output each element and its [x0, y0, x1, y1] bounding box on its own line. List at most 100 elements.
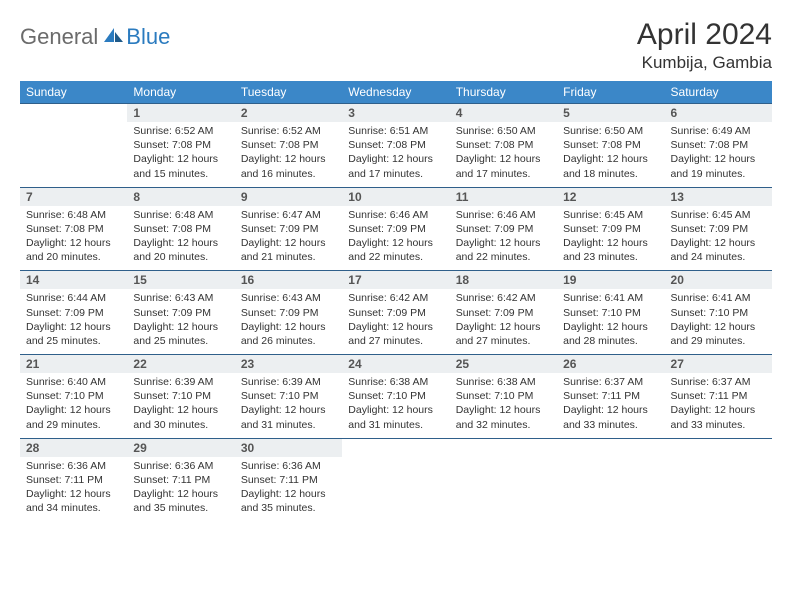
day-number: 26 [557, 355, 664, 374]
day-number: 7 [20, 187, 127, 206]
sunrise-line: Sunrise: 6:37 AM [563, 375, 658, 389]
daylight-line: Daylight: 12 hours and 30 minutes. [133, 403, 228, 431]
sunset-line: Sunset: 7:09 PM [133, 306, 228, 320]
daylight-line: Daylight: 12 hours and 24 minutes. [671, 236, 766, 264]
daylight-line: Daylight: 12 hours and 33 minutes. [563, 403, 658, 431]
sunset-line: Sunset: 7:09 PM [348, 306, 443, 320]
title-block: April 2024 Kumbija, Gambia [637, 18, 772, 73]
sunset-line: Sunset: 7:09 PM [348, 222, 443, 236]
day-detail-row: Sunrise: 6:40 AMSunset: 7:10 PMDaylight:… [20, 373, 772, 438]
day-number: 5 [557, 104, 664, 123]
day-details: Sunrise: 6:40 AMSunset: 7:10 PMDaylight:… [20, 373, 127, 438]
day-number: 15 [127, 271, 234, 290]
daylight-line: Daylight: 12 hours and 15 minutes. [133, 152, 228, 180]
sunrise-line: Sunrise: 6:49 AM [671, 124, 766, 138]
sunset-line: Sunset: 7:08 PM [133, 138, 228, 152]
day-header: Tuesday [235, 81, 342, 104]
sunset-line: Sunset: 7:11 PM [133, 473, 228, 487]
day-details: Sunrise: 6:50 AMSunset: 7:08 PMDaylight:… [450, 122, 557, 187]
day-number: 20 [665, 271, 772, 290]
calendar-table: SundayMondayTuesdayWednesdayThursdayFrid… [20, 81, 772, 521]
day-details: Sunrise: 6:44 AMSunset: 7:09 PMDaylight:… [20, 289, 127, 354]
daylight-line: Daylight: 12 hours and 18 minutes. [563, 152, 658, 180]
day-details: Sunrise: 6:45 AMSunset: 7:09 PMDaylight:… [557, 206, 664, 271]
daylight-line: Daylight: 12 hours and 20 minutes. [133, 236, 228, 264]
sunset-line: Sunset: 7:09 PM [26, 306, 121, 320]
day-number: 12 [557, 187, 664, 206]
daylight-line: Daylight: 12 hours and 19 minutes. [671, 152, 766, 180]
sunset-line: Sunset: 7:08 PM [563, 138, 658, 152]
logo-text-blue: Blue [126, 24, 170, 50]
sunset-line: Sunset: 7:11 PM [26, 473, 121, 487]
sunset-line: Sunset: 7:10 PM [26, 389, 121, 403]
day-details: Sunrise: 6:36 AMSunset: 7:11 PMDaylight:… [127, 457, 234, 522]
day-details: Sunrise: 6:45 AMSunset: 7:09 PMDaylight:… [665, 206, 772, 271]
daylight-line: Daylight: 12 hours and 20 minutes. [26, 236, 121, 264]
day-number: 9 [235, 187, 342, 206]
sunrise-line: Sunrise: 6:39 AM [241, 375, 336, 389]
day-details: Sunrise: 6:46 AMSunset: 7:09 PMDaylight:… [342, 206, 449, 271]
day-number: 29 [127, 438, 234, 457]
day-detail-row: Sunrise: 6:48 AMSunset: 7:08 PMDaylight:… [20, 206, 772, 271]
daylight-line: Daylight: 12 hours and 31 minutes. [348, 403, 443, 431]
empty-cell [665, 438, 772, 457]
daylight-line: Daylight: 12 hours and 22 minutes. [348, 236, 443, 264]
daylight-line: Daylight: 12 hours and 35 minutes. [241, 487, 336, 515]
day-detail-row: Sunrise: 6:36 AMSunset: 7:11 PMDaylight:… [20, 457, 772, 522]
daylight-line: Daylight: 12 hours and 16 minutes. [241, 152, 336, 180]
month-year-title: April 2024 [637, 18, 772, 51]
day-number: 22 [127, 355, 234, 374]
day-details: Sunrise: 6:43 AMSunset: 7:09 PMDaylight:… [127, 289, 234, 354]
sunrise-line: Sunrise: 6:51 AM [348, 124, 443, 138]
day-number: 21 [20, 355, 127, 374]
day-header: Thursday [450, 81, 557, 104]
sunrise-line: Sunrise: 6:44 AM [26, 291, 121, 305]
day-details: Sunrise: 6:46 AMSunset: 7:09 PMDaylight:… [450, 206, 557, 271]
daylight-line: Daylight: 12 hours and 34 minutes. [26, 487, 121, 515]
daylight-line: Daylight: 12 hours and 33 minutes. [671, 403, 766, 431]
day-details: Sunrise: 6:36 AMSunset: 7:11 PMDaylight:… [20, 457, 127, 522]
daylight-line: Daylight: 12 hours and 31 minutes. [241, 403, 336, 431]
day-number: 23 [235, 355, 342, 374]
day-number: 1 [127, 104, 234, 123]
sunrise-line: Sunrise: 6:39 AM [133, 375, 228, 389]
sunrise-line: Sunrise: 6:50 AM [456, 124, 551, 138]
sail-icon [102, 26, 124, 49]
sunrise-line: Sunrise: 6:41 AM [671, 291, 766, 305]
sunset-line: Sunset: 7:09 PM [456, 306, 551, 320]
day-number: 6 [665, 104, 772, 123]
day-header: Wednesday [342, 81, 449, 104]
sunrise-line: Sunrise: 6:42 AM [456, 291, 551, 305]
day-details: Sunrise: 6:50 AMSunset: 7:08 PMDaylight:… [557, 122, 664, 187]
sunrise-line: Sunrise: 6:36 AM [133, 459, 228, 473]
daylight-line: Daylight: 12 hours and 22 minutes. [456, 236, 551, 264]
sunset-line: Sunset: 7:09 PM [241, 222, 336, 236]
daylight-line: Daylight: 12 hours and 23 minutes. [563, 236, 658, 264]
daylight-line: Daylight: 12 hours and 28 minutes. [563, 320, 658, 348]
day-number-row: 282930 [20, 438, 772, 457]
sunset-line: Sunset: 7:10 PM [133, 389, 228, 403]
day-details: Sunrise: 6:43 AMSunset: 7:09 PMDaylight:… [235, 289, 342, 354]
sunset-line: Sunset: 7:11 PM [241, 473, 336, 487]
sunrise-line: Sunrise: 6:45 AM [671, 208, 766, 222]
sunset-line: Sunset: 7:11 PM [563, 389, 658, 403]
day-details: Sunrise: 6:48 AMSunset: 7:08 PMDaylight:… [127, 206, 234, 271]
day-number: 13 [665, 187, 772, 206]
day-details: Sunrise: 6:36 AMSunset: 7:11 PMDaylight:… [235, 457, 342, 522]
day-number: 25 [450, 355, 557, 374]
sunset-line: Sunset: 7:09 PM [563, 222, 658, 236]
empty-cell [450, 457, 557, 522]
day-detail-row: Sunrise: 6:52 AMSunset: 7:08 PMDaylight:… [20, 122, 772, 187]
day-number: 3 [342, 104, 449, 123]
sunrise-line: Sunrise: 6:50 AM [563, 124, 658, 138]
day-number: 2 [235, 104, 342, 123]
sunset-line: Sunset: 7:10 PM [456, 389, 551, 403]
sunset-line: Sunset: 7:08 PM [456, 138, 551, 152]
day-header: Monday [127, 81, 234, 104]
sunrise-line: Sunrise: 6:48 AM [133, 208, 228, 222]
day-number: 14 [20, 271, 127, 290]
day-details: Sunrise: 6:42 AMSunset: 7:09 PMDaylight:… [342, 289, 449, 354]
daylight-line: Daylight: 12 hours and 21 minutes. [241, 236, 336, 264]
sunrise-line: Sunrise: 6:48 AM [26, 208, 121, 222]
calendar-body: 123456Sunrise: 6:52 AMSunset: 7:08 PMDay… [20, 104, 772, 522]
